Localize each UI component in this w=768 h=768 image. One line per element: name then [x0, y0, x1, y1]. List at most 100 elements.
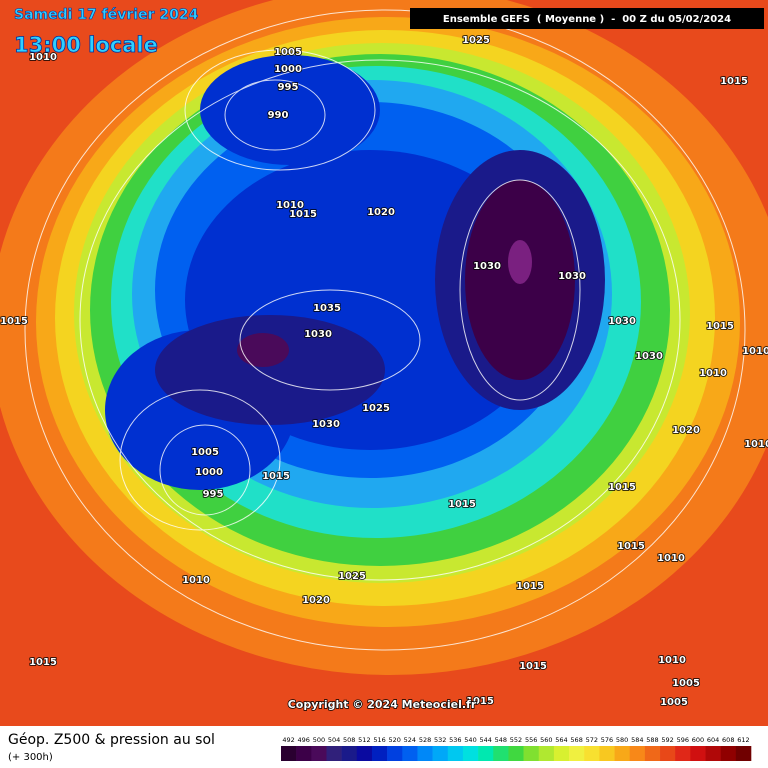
legend-swatch — [356, 746, 373, 761]
legend-label: 568 — [570, 736, 582, 744]
legend-label: 596 — [677, 736, 689, 744]
legend-swatch — [371, 746, 388, 761]
isobar-label: 1030 — [304, 329, 332, 340]
legend-label: 544 — [479, 736, 491, 744]
legend-label: 592 — [661, 736, 673, 744]
legend-swatch — [341, 746, 358, 761]
run-info: Ensemble GEFS ( Moyenne ) - 00 Z du 05/0… — [443, 14, 731, 25]
isobar-label: 1030 — [608, 316, 636, 327]
legend-label: 572 — [586, 736, 598, 744]
legend-label: 496 — [298, 736, 310, 744]
date: Samedi 17 février 2024 — [14, 7, 199, 23]
legend-label: 524 — [404, 736, 416, 744]
legend-swatch — [660, 746, 676, 761]
legend-swatch — [705, 746, 721, 761]
isobars — [24, 9, 746, 651]
isobar-label: 1015 — [617, 541, 645, 552]
isobar-label: 995 — [203, 489, 224, 500]
legend-swatch — [599, 746, 615, 761]
legend-swatch — [538, 746, 555, 761]
legend-swatch — [478, 746, 494, 761]
isobar-label: 1010 — [276, 200, 304, 211]
isobar-label: 1015 — [720, 76, 748, 87]
isobar-label: 1010 — [658, 655, 686, 666]
isobar-label: 1010 — [29, 52, 57, 63]
isobar-label: 1010 — [744, 439, 768, 450]
legend-label: 600 — [692, 736, 704, 744]
isobar-label: 1010 — [657, 553, 685, 564]
legend-label: 492 — [282, 736, 294, 744]
legend-swatch — [690, 746, 706, 761]
isobar-label: 1030 — [312, 419, 340, 430]
legend-swatch — [311, 746, 327, 761]
isobar-label: 1020 — [367, 207, 395, 218]
isobar-label: 1015 — [706, 321, 734, 332]
legend-label: 588 — [646, 736, 658, 744]
field-band — [155, 315, 385, 425]
legend-swatch — [614, 746, 631, 761]
isobar-label: 1015 — [519, 661, 547, 672]
legend-swatch — [493, 746, 509, 761]
isobar-label: 1020 — [672, 425, 700, 436]
legend-swatch — [720, 746, 737, 761]
isobar-label: 1030 — [635, 351, 663, 362]
isobar-label: 1015 — [289, 209, 317, 220]
field-band — [200, 55, 380, 165]
isobar-label: 1005 — [660, 697, 688, 708]
legend-label: 520 — [388, 736, 400, 744]
isobar-label: 1015 — [448, 499, 476, 510]
legend-label: 580 — [616, 736, 628, 744]
legend-swatch — [326, 746, 342, 761]
isobar-label: 1005 — [672, 678, 700, 689]
legend-swatch — [432, 746, 449, 761]
legend-swatch — [553, 746, 570, 761]
legend-swatch — [569, 746, 585, 761]
legend-swatch — [508, 746, 524, 761]
footer-lead: (+ 300h) — [8, 752, 53, 763]
isobar-label: 1010 — [182, 575, 210, 586]
isobar-label: 1005 — [274, 47, 302, 58]
field-band — [508, 240, 532, 284]
legend-label: 612 — [737, 736, 749, 744]
isobar-label: 1015 — [262, 471, 290, 482]
legend-label: 608 — [722, 736, 734, 744]
isobar-label: 1015 — [29, 657, 57, 668]
legend-label: 540 — [464, 736, 476, 744]
legend-swatch — [523, 746, 540, 761]
isobar-label: 995 — [278, 82, 299, 93]
legend-swatch — [644, 746, 661, 761]
isobar-label: 1010 — [742, 346, 768, 357]
copyright: Copyright © 2024 Meteociel.fr — [288, 698, 477, 711]
isobar-label: 1000 — [274, 64, 302, 75]
legend-swatch — [402, 746, 418, 761]
isobar-label: 1020 — [302, 595, 330, 606]
legend-label: 504 — [328, 736, 340, 744]
legend-label: 528 — [419, 736, 431, 744]
footer-title: Géop. Z500 & pression au sol — [8, 732, 215, 748]
isobar-label: 1015 — [466, 696, 494, 707]
legend-swatch — [462, 746, 479, 761]
legend-label: 556 — [525, 736, 537, 744]
legend: 492 496 500 504 508 512 516 520 524 528 532 536 540 5… — [281, 736, 752, 761]
legend-label: 576 — [601, 736, 613, 744]
isobar-label: 1015 — [0, 316, 28, 327]
legend-label: 560 — [540, 736, 552, 744]
isobar-label: 990 — [268, 110, 289, 121]
legend-label: 548 — [495, 736, 507, 744]
run-bar — [410, 8, 764, 29]
legend-label: 552 — [510, 736, 522, 744]
legend-label: 604 — [707, 736, 719, 744]
legend-label: 564 — [555, 736, 567, 744]
legend-swatch — [281, 746, 297, 761]
legend-label: 500 — [313, 736, 325, 744]
legend-label: 512 — [358, 736, 370, 744]
isobar-label: 1025 — [462, 35, 490, 46]
isobar-label: 1030 — [558, 271, 586, 282]
isobar-label: 1030 — [473, 261, 501, 272]
legend-swatch — [584, 746, 600, 761]
legend-swatch — [387, 746, 403, 761]
legend-label: 532 — [434, 736, 446, 744]
legend-swatch — [629, 746, 646, 761]
